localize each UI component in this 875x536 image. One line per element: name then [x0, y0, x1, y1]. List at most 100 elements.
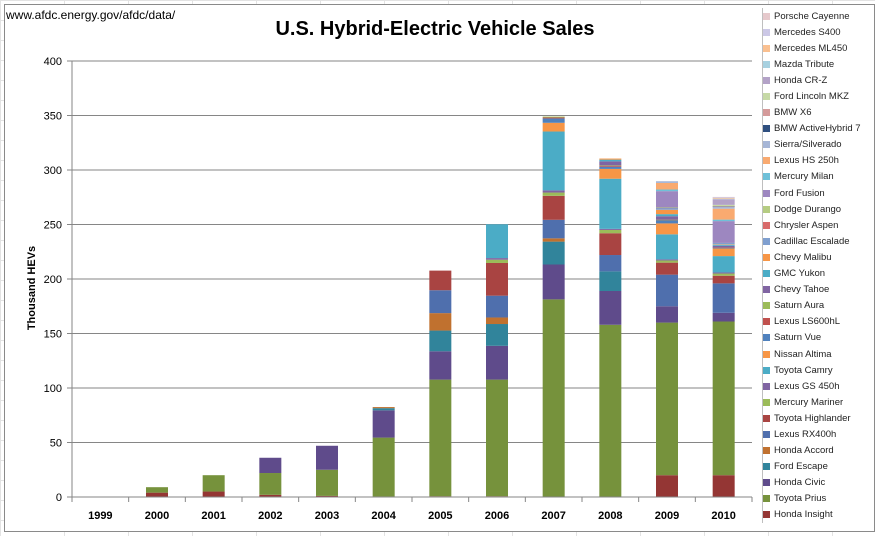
legend-label: Mercury Milan — [774, 171, 834, 183]
bar-segment-ford-fusion — [656, 191, 678, 208]
legend-label: Nissan Altima — [774, 348, 832, 360]
legend-label: Mazda Tribute — [774, 58, 835, 70]
legend-swatch — [763, 382, 770, 390]
legend-label: GMC Yukon — [774, 268, 826, 280]
legend-swatch — [763, 157, 770, 165]
legend-swatch — [763, 253, 770, 261]
legend-item: Mercury Milan — [763, 169, 873, 185]
legend-label: Chrysler Aspen — [774, 219, 839, 231]
bar-segment-chevy-tahoe — [712, 245, 735, 248]
legend-label: Dodge Durango — [774, 203, 842, 215]
legend-swatch — [763, 366, 770, 374]
legend-label: Lexus GS 450h — [774, 380, 840, 392]
legend-label: BMW ActiveHybrid 7 — [774, 123, 861, 135]
legend-item: Honda Insight — [763, 507, 873, 523]
gridlines — [72, 60, 752, 443]
legend-label: Lexus LS600hL — [774, 316, 841, 328]
legend-label: Lexus HS 250h — [774, 155, 839, 167]
chart-title: U.S. Hybrid-Electric Vehicle Sales — [275, 18, 595, 40]
x-tick-label: 2007 — [541, 510, 565, 522]
bar-segment-honda-civic — [656, 306, 678, 323]
legend-item: Porsche Cayenne — [763, 8, 873, 24]
bar-segment-lexus-hs-250h — [712, 208, 735, 220]
bar-segment-toyota-highlander — [712, 275, 735, 284]
bar-stack-2005 — [429, 270, 452, 497]
bar-segment-honda-insight — [202, 491, 225, 497]
legend-swatch — [763, 318, 770, 326]
bar-segment-mercury-mariner — [599, 229, 622, 234]
legend-label: Honda Insight — [774, 509, 833, 521]
bar-segment-honda-civic — [486, 345, 508, 380]
legend-swatch — [763, 350, 770, 358]
bar-segment-mercury-mariner — [486, 259, 508, 263]
legend-item: Chrysler Aspen — [763, 217, 873, 233]
bar-segment-ford-lincoln-mkz — [712, 204, 735, 207]
bar-segment-chevy-malibu — [599, 158, 622, 160]
bar-segment-honda-accord — [542, 238, 565, 242]
bar-segment-toyota-highlander — [429, 270, 452, 291]
legend-item: Ford Lincoln MKZ — [763, 88, 873, 104]
bar-segment-honda-insight — [146, 492, 168, 497]
bar-stack-2010 — [712, 196, 735, 497]
x-tick-label: 2002 — [258, 510, 282, 522]
legend-item: Lexus HS 250h — [763, 153, 873, 169]
legend-label: Mercedes ML450 — [774, 42, 848, 54]
bar-segment-toyota-highlander — [542, 195, 565, 220]
bar-segment-toyota-prius — [486, 379, 508, 497]
y-tick-label: 200 — [44, 274, 62, 286]
bar-segment-ford-escape — [429, 330, 452, 352]
bar-segment-toyota-prius — [202, 475, 225, 492]
legend-label: Porsche Cayenne — [774, 10, 850, 22]
legend-item: Mercedes S400 — [763, 24, 873, 40]
legend-label: Honda Civic — [774, 477, 826, 489]
bar-stack-2009 — [656, 181, 678, 497]
bar-segment-ford-escape — [372, 408, 395, 411]
x-tick-label: 2010 — [711, 510, 735, 522]
bar-stack-2006 — [486, 224, 508, 497]
bar-segment-toyota-prius — [259, 473, 282, 495]
bar-segment-saturn-aura — [542, 116, 565, 118]
bar-segment-nissan-altima — [542, 122, 565, 132]
bar-segment-toyota-camry — [712, 256, 735, 273]
bar-segment-dodge-durango — [656, 207, 678, 208]
legend-item: Mercury Mariner — [763, 394, 873, 410]
y-tick-label: 350 — [44, 111, 62, 123]
bar-segment-lexus-rx400h — [656, 274, 678, 307]
bar-segment-lexus-gs-450h — [599, 228, 622, 230]
legend-label: Toyota Highlander — [774, 412, 851, 424]
legend-item: BMW X6 — [763, 105, 873, 121]
bar-stacks — [146, 116, 735, 498]
bar-segment-lexus-rx400h — [599, 255, 622, 272]
legend-swatch — [763, 76, 770, 84]
legend-swatch — [763, 60, 770, 68]
legend-item: Toyota Camry — [763, 362, 873, 378]
x-tick-label: 2000 — [145, 510, 169, 522]
bar-segment-sierra-silverado — [656, 181, 678, 183]
legend: Porsche Cayenne Mercedes S400 Mercedes ML4… — [762, 8, 873, 523]
bar-stack-2007 — [542, 116, 565, 498]
legend-item: Chevy Malibu — [763, 249, 873, 265]
bar-segment-lexus-ls600hl — [712, 247, 735, 248]
bar-segment-mazda-tribute — [712, 198, 735, 200]
legend-swatch — [763, 125, 770, 133]
legend-item: Ford Fusion — [763, 185, 873, 201]
bar-segment-toyota-prius — [429, 379, 452, 497]
legend-swatch — [763, 237, 770, 245]
legend-swatch — [763, 93, 770, 101]
legend-item: Chevy Tahoe — [763, 282, 873, 298]
bar-segment-cadillac-escalade — [656, 207, 678, 210]
bar-segment-honda-insight — [712, 475, 735, 497]
bar-segment-lexus-hs-250h — [656, 182, 678, 190]
y-tick-label: 150 — [44, 329, 62, 341]
y-axis-label: Thousand HEVs — [26, 246, 38, 330]
legend-item: Honda Civic — [763, 475, 873, 491]
bar-segment-saturn-aura — [599, 165, 622, 166]
legend-item: Nissan Altima — [763, 346, 873, 362]
bar-segment-saturn-vue — [656, 220, 678, 224]
bar-segment-saturn-vue — [712, 247, 735, 249]
legend-label: Ford Escape — [774, 461, 828, 473]
bar-segment-honda-cr-z — [712, 199, 735, 205]
legend-label: Saturn Aura — [774, 300, 825, 312]
legend-swatch — [763, 270, 770, 278]
bar-segment-honda-accord — [429, 313, 452, 331]
